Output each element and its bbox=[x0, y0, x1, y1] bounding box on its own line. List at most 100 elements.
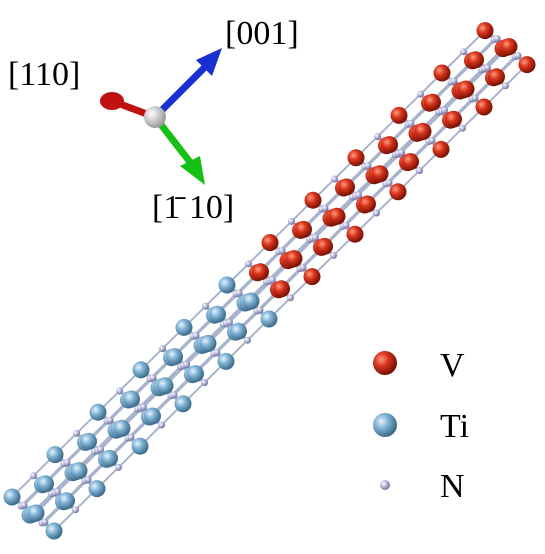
n-atom bbox=[116, 388, 123, 395]
n-atom bbox=[451, 78, 458, 85]
metal-atom bbox=[28, 505, 45, 522]
arrow-head bbox=[180, 156, 205, 185]
n-atom bbox=[244, 337, 251, 344]
n-atom bbox=[398, 149, 405, 156]
n-atom bbox=[373, 210, 380, 217]
n-atom bbox=[312, 234, 319, 241]
n-atom bbox=[484, 64, 491, 71]
metal-atom bbox=[458, 81, 475, 98]
metal-atom bbox=[329, 208, 346, 225]
crystal-lattice bbox=[4, 22, 536, 539]
metal-atom bbox=[123, 391, 140, 408]
metal-atom bbox=[187, 365, 204, 382]
metal-atom bbox=[304, 268, 321, 285]
axis-triad bbox=[100, 48, 222, 185]
n-atom bbox=[287, 294, 294, 301]
n-atom bbox=[54, 488, 61, 495]
n-atom bbox=[85, 476, 92, 483]
metal-atom bbox=[433, 141, 450, 158]
n-atom bbox=[72, 506, 79, 513]
metal-atom bbox=[488, 68, 505, 85]
metal-atom bbox=[209, 306, 226, 323]
metal-atom bbox=[347, 226, 364, 243]
metal-atom bbox=[261, 311, 278, 328]
metal-atom bbox=[467, 51, 484, 68]
metal-atom bbox=[402, 153, 419, 170]
n-atom bbox=[460, 48, 467, 55]
n-atom bbox=[73, 430, 80, 437]
metal-atom bbox=[501, 38, 518, 55]
n-atom bbox=[322, 205, 329, 212]
legend-label: Ti bbox=[440, 408, 469, 445]
metal-atom bbox=[90, 404, 107, 421]
metal-atom bbox=[390, 183, 407, 200]
metal-atom bbox=[133, 361, 150, 378]
metal-atom bbox=[381, 136, 398, 153]
n-atom bbox=[472, 95, 479, 102]
structure-figure: [001] [110] [1̄ 10] V Ti N bbox=[0, 0, 545, 554]
metal-atom bbox=[273, 280, 290, 297]
arrow-head bbox=[100, 92, 124, 110]
n-atom bbox=[288, 218, 295, 225]
axis-label: [110] bbox=[8, 56, 80, 93]
n-atom bbox=[355, 192, 362, 199]
n-atom bbox=[429, 137, 436, 144]
metal-atom bbox=[252, 263, 269, 280]
n-atom bbox=[459, 125, 466, 132]
metal-atom bbox=[230, 323, 247, 340]
metal-atom bbox=[424, 94, 441, 111]
axis-label: [001] bbox=[225, 15, 299, 52]
n-atom bbox=[140, 404, 147, 411]
n-atom bbox=[365, 162, 372, 169]
metal-atom bbox=[415, 123, 432, 140]
metal-atom bbox=[262, 234, 279, 251]
metal-atom bbox=[47, 446, 64, 463]
legend-label: V bbox=[440, 347, 465, 384]
metal-atom bbox=[157, 377, 174, 394]
n-atom bbox=[386, 179, 393, 186]
metal-atom bbox=[132, 438, 149, 455]
n-atom bbox=[193, 332, 200, 339]
n-atom bbox=[202, 303, 209, 310]
metal-atom bbox=[348, 149, 365, 166]
metal-atom bbox=[295, 221, 312, 238]
metal-atom bbox=[80, 433, 97, 450]
n-atom bbox=[183, 361, 190, 368]
metal-atom bbox=[372, 165, 389, 182]
n-atom bbox=[269, 276, 276, 283]
n-atom bbox=[515, 52, 522, 59]
metal-atom bbox=[166, 348, 183, 365]
metal-atom bbox=[219, 277, 236, 294]
n-atom bbox=[236, 290, 243, 297]
n-atom bbox=[331, 176, 338, 183]
n-atom bbox=[226, 319, 233, 326]
n-atom bbox=[245, 260, 252, 267]
n-atom bbox=[502, 82, 509, 89]
legend-swatch bbox=[373, 351, 397, 375]
n-atom bbox=[330, 252, 337, 259]
n-atom bbox=[300, 264, 307, 271]
n-atom bbox=[257, 307, 264, 314]
metal-atom bbox=[243, 293, 260, 310]
n-atom bbox=[128, 434, 135, 441]
n-atom bbox=[441, 107, 448, 114]
n-atom bbox=[97, 446, 104, 453]
n-atom bbox=[115, 464, 122, 471]
metal-atom bbox=[37, 475, 54, 492]
legend: V Ti N bbox=[373, 347, 469, 505]
n-atom bbox=[408, 120, 415, 127]
metal-atom bbox=[4, 489, 21, 506]
metal-atom bbox=[89, 480, 106, 497]
metal-atom bbox=[476, 99, 493, 116]
metal-atom bbox=[144, 408, 161, 425]
metal-atom bbox=[200, 335, 217, 352]
metal-atom bbox=[338, 179, 355, 196]
n-atom bbox=[416, 167, 423, 174]
n-atom bbox=[30, 472, 37, 479]
metal-atom bbox=[286, 250, 303, 267]
n-atom bbox=[158, 422, 165, 429]
n-atom bbox=[214, 349, 221, 356]
metal-atom bbox=[176, 319, 193, 336]
metal-atom bbox=[477, 22, 494, 39]
axis-label: [1̄ 10] bbox=[152, 189, 234, 226]
